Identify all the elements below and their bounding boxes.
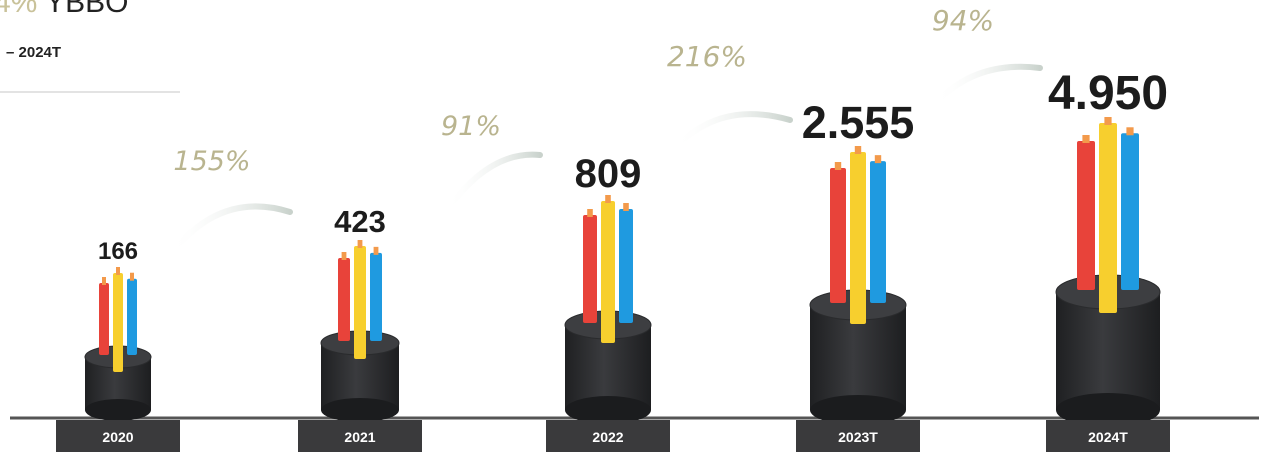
wire-tip-red-2023T: [834, 162, 842, 170]
wire-tip-yellow-2020: [116, 267, 120, 275]
wire-tip-red-2024T: [1082, 135, 1090, 143]
category-box-2020: [56, 420, 180, 452]
wire-blue-2024T: [1121, 133, 1139, 290]
category-label-2023T: 2023T: [838, 429, 878, 445]
growth-arrow-1: [167, 203, 293, 258]
wire-red-2023T: [830, 168, 846, 303]
wire-tip-yellow-2021: [357, 240, 363, 248]
wire-tip-yellow-2024T: [1104, 117, 1112, 125]
wire-blue-2023T: [870, 161, 886, 303]
wire-yellow-2021: [354, 246, 366, 359]
wire-tip-red-2020: [102, 277, 106, 285]
value-label-2020: 166: [98, 238, 138, 265]
wire-tip-blue-2021: [373, 246, 379, 255]
category-label-2020: 2020: [102, 429, 133, 445]
category-label-2022: 2022: [592, 429, 623, 445]
category-label-2021: 2021: [344, 429, 375, 445]
wire-red-2022: [583, 215, 597, 323]
wire-tip-blue-2020: [130, 272, 134, 281]
cable-body-base-2022: [565, 396, 651, 424]
title-percentage: 4%: [0, 0, 38, 19]
wire-red-2021: [338, 258, 350, 341]
growth-arrow-4: [932, 63, 1043, 107]
category-label-2024T: 2024T: [1088, 429, 1128, 445]
wire-tip-blue-2023T: [874, 155, 882, 164]
wire-yellow-2024T: [1099, 123, 1117, 313]
growth-label-2: 91%: [441, 111, 501, 142]
wire-tip-red-2021: [341, 252, 347, 260]
wire-yellow-2023T: [850, 152, 866, 324]
cable-body-base-2023T: [810, 395, 906, 425]
category-box-2021: [298, 420, 422, 452]
growth-label-4: 94%: [932, 4, 994, 37]
category-box-2024T: [1046, 420, 1170, 452]
wire-tip-yellow-2023T: [854, 146, 862, 154]
chart-subtitle: – 2024T: [6, 44, 62, 61]
value-label-2022: 809: [575, 152, 642, 196]
growth-label-3: 216%: [667, 40, 747, 73]
wire-tip-red-2022: [587, 209, 593, 217]
wire-tip-blue-2022: [623, 203, 629, 211]
value-label-2023T: 2.555: [802, 97, 915, 148]
wire-red-2024T: [1077, 141, 1095, 290]
cable-body-base-2020: [85, 399, 151, 421]
wire-yellow-2022: [601, 201, 615, 343]
growth-arrow-2: [444, 151, 543, 213]
wire-tip-blue-2024T: [1126, 127, 1134, 136]
chart-title: 4% YBBO: [0, 0, 129, 20]
cable-body-base-2024T: [1056, 393, 1160, 427]
category-box-2022: [546, 420, 670, 452]
growth-label-1: 155%: [173, 146, 250, 177]
wire-tip-yellow-2022: [605, 195, 611, 203]
wire-blue-2020: [127, 278, 137, 355]
wire-yellow-2020: [113, 273, 123, 372]
value-label-2024T: 4.950: [1048, 67, 1168, 120]
title-text: YBBO: [45, 0, 129, 19]
category-box-2023T: [796, 420, 920, 452]
growth-arrow-3: [672, 111, 793, 151]
wire-blue-2021: [370, 252, 382, 341]
wire-blue-2022: [619, 209, 633, 323]
cable-body-base-2021: [321, 398, 399, 422]
value-label-2021: 423: [334, 204, 386, 239]
wire-red-2020: [99, 283, 109, 355]
